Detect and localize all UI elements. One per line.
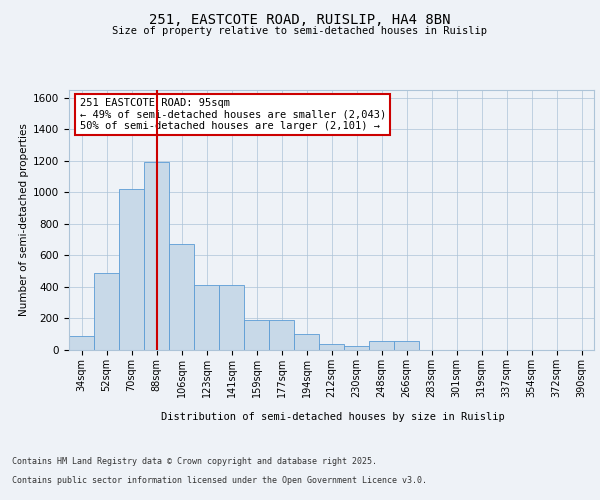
Text: Size of property relative to semi-detached houses in Ruislip: Size of property relative to semi-detach… bbox=[113, 26, 487, 36]
Text: 251, EASTCOTE ROAD, RUISLIP, HA4 8BN: 251, EASTCOTE ROAD, RUISLIP, HA4 8BN bbox=[149, 12, 451, 26]
Text: Contains public sector information licensed under the Open Government Licence v3: Contains public sector information licen… bbox=[12, 476, 427, 485]
Bar bbox=[369, 340, 394, 350]
Text: 251 EASTCOTE ROAD: 95sqm
← 49% of semi-detached houses are smaller (2,043)
50% o: 251 EASTCOTE ROAD: 95sqm ← 49% of semi-d… bbox=[79, 98, 386, 131]
Bar bbox=[319, 344, 344, 350]
Bar bbox=[144, 162, 169, 350]
Bar bbox=[344, 346, 369, 350]
Text: Distribution of semi-detached houses by size in Ruislip: Distribution of semi-detached houses by … bbox=[161, 412, 505, 422]
Bar bbox=[269, 320, 294, 350]
Bar bbox=[294, 334, 319, 350]
Bar bbox=[69, 336, 94, 350]
Bar bbox=[94, 273, 119, 350]
Bar bbox=[244, 320, 269, 350]
Text: Contains HM Land Registry data © Crown copyright and database right 2025.: Contains HM Land Registry data © Crown c… bbox=[12, 458, 377, 466]
Y-axis label: Number of semi-detached properties: Number of semi-detached properties bbox=[19, 124, 29, 316]
Bar bbox=[394, 340, 419, 350]
Bar bbox=[194, 284, 219, 350]
Bar bbox=[219, 284, 244, 350]
Bar bbox=[119, 190, 144, 350]
Bar bbox=[169, 244, 194, 350]
